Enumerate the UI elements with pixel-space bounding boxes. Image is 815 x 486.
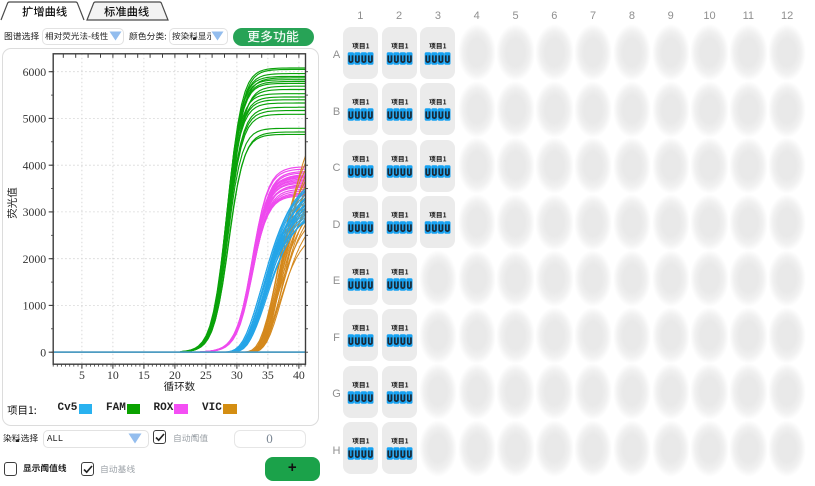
svg-text:0: 0 <box>40 345 46 359</box>
svg-text:35: 35 <box>262 368 274 382</box>
svg-text:30: 30 <box>231 368 243 382</box>
svg-text:4000: 4000 <box>23 158 47 172</box>
svg-text:1000: 1000 <box>23 299 47 313</box>
svg-text:5000: 5000 <box>23 112 47 126</box>
svg-text:25: 25 <box>200 368 212 382</box>
svg-text:3000: 3000 <box>23 205 47 219</box>
svg-text:15: 15 <box>138 368 150 382</box>
svg-text:5: 5 <box>79 368 85 382</box>
svg-text:2000: 2000 <box>23 252 47 266</box>
svg-text:20: 20 <box>169 368 181 382</box>
svg-text:40: 40 <box>293 368 305 382</box>
svg-text:6000: 6000 <box>23 65 47 79</box>
svg-text:10: 10 <box>107 368 119 382</box>
